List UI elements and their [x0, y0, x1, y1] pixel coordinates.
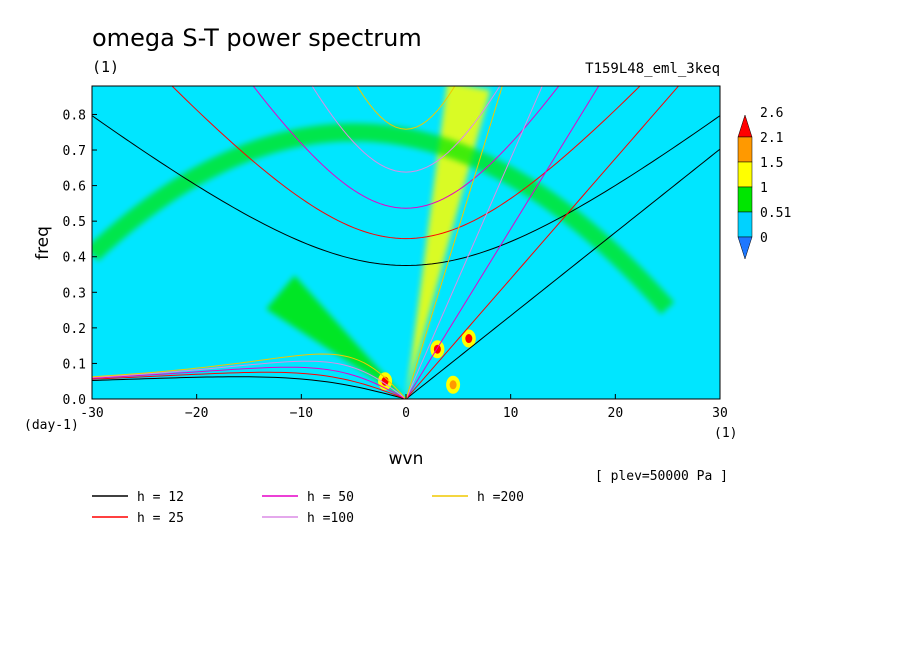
colorbar-label: 2.6 [760, 106, 783, 121]
power-arc [92, 123, 675, 315]
colorbar: 0 0.51 1 1.5 2.1 2.6 [737, 106, 791, 260]
y-tick-label: 0.5 [63, 215, 86, 230]
legend: h = 12 h = 25 h = 50 h =100 h =200 [92, 490, 524, 526]
run-name: T159L48_eml_3keq [585, 61, 720, 77]
y-tick-label: 0.6 [63, 180, 86, 195]
kelvin-curve [405, 86, 680, 399]
gravity-curve [252, 86, 560, 209]
colorbar-label: 2.1 [760, 131, 783, 146]
colorbar-segment [737, 136, 753, 163]
x-axis-label: wvn [389, 449, 424, 469]
kelvin-curve [405, 148, 720, 399]
kelvin-curve [405, 86, 600, 399]
power-spot [465, 334, 473, 344]
y-tick-label: 0.1 [63, 357, 86, 372]
colorbar-bottom-arrow [737, 236, 753, 260]
y-tick-label: 0.8 [63, 108, 86, 123]
colorbar-segment [737, 161, 753, 188]
legend-label: h = 25 [137, 511, 184, 526]
rossby-curve [92, 376, 407, 399]
x-tick-label: −10 [290, 406, 313, 421]
x-tick-label: -30 [80, 406, 103, 421]
rossby-curve [92, 353, 407, 399]
y-tick-label: 0.3 [63, 286, 86, 301]
x-tick-label: −20 [185, 406, 208, 421]
colorbar-segment [737, 186, 753, 213]
y-axis-label: freq [33, 226, 53, 260]
power-band [266, 275, 406, 399]
colorbar-label: 1 [760, 181, 768, 196]
y-tick-label: 0.0 [63, 393, 86, 408]
colorbar-segment [737, 211, 753, 238]
rossby-curve [92, 360, 407, 399]
colorbar-label: 0.51 [760, 206, 791, 221]
power-field [92, 86, 675, 399]
axes: -30 −20 −10 0 10 20 30 0.0 0.1 0.2 0.3 0.4 0.5 0.6 0.7… [63, 108, 728, 421]
x-tick-label: 20 [608, 406, 624, 421]
power-spot [449, 380, 457, 390]
kelvin-curve [405, 86, 543, 399]
x-unit-label: (1) [714, 426, 737, 441]
legend-label: h = 50 [307, 490, 354, 505]
y-tick-label: 0.7 [63, 144, 86, 159]
chart-subtitle: (1) [92, 58, 120, 76]
gravity-curve [311, 86, 501, 173]
y-tick-label: 0.4 [63, 251, 87, 266]
x-tick-label: 0 [402, 406, 410, 421]
chart-title: omega S-T power spectrum [92, 24, 422, 52]
y-unit-label: (day-1) [24, 418, 79, 433]
colorbar-top-arrow [737, 114, 753, 138]
legend-label: h =200 [477, 490, 524, 505]
rossby-curve [92, 366, 407, 399]
colorbar-label: 1.5 [760, 156, 783, 171]
x-tick-label: 30 [712, 406, 728, 421]
gravity-curve [171, 86, 641, 240]
pressure-level-note: [ plev=50000 Pa ] [594, 469, 728, 484]
dispersion-curves [92, 86, 720, 399]
rossby-curve [92, 371, 407, 399]
y-tick-label: 0.2 [63, 322, 86, 337]
gravity-curve [92, 115, 720, 266]
kelvin-curve [405, 86, 503, 399]
gravity-curve [356, 86, 456, 130]
colorbar-label: 0 [760, 231, 768, 246]
legend-label: h = 12 [137, 490, 184, 505]
x-tick-label: 10 [503, 406, 519, 421]
legend-label: h =100 [307, 511, 354, 526]
